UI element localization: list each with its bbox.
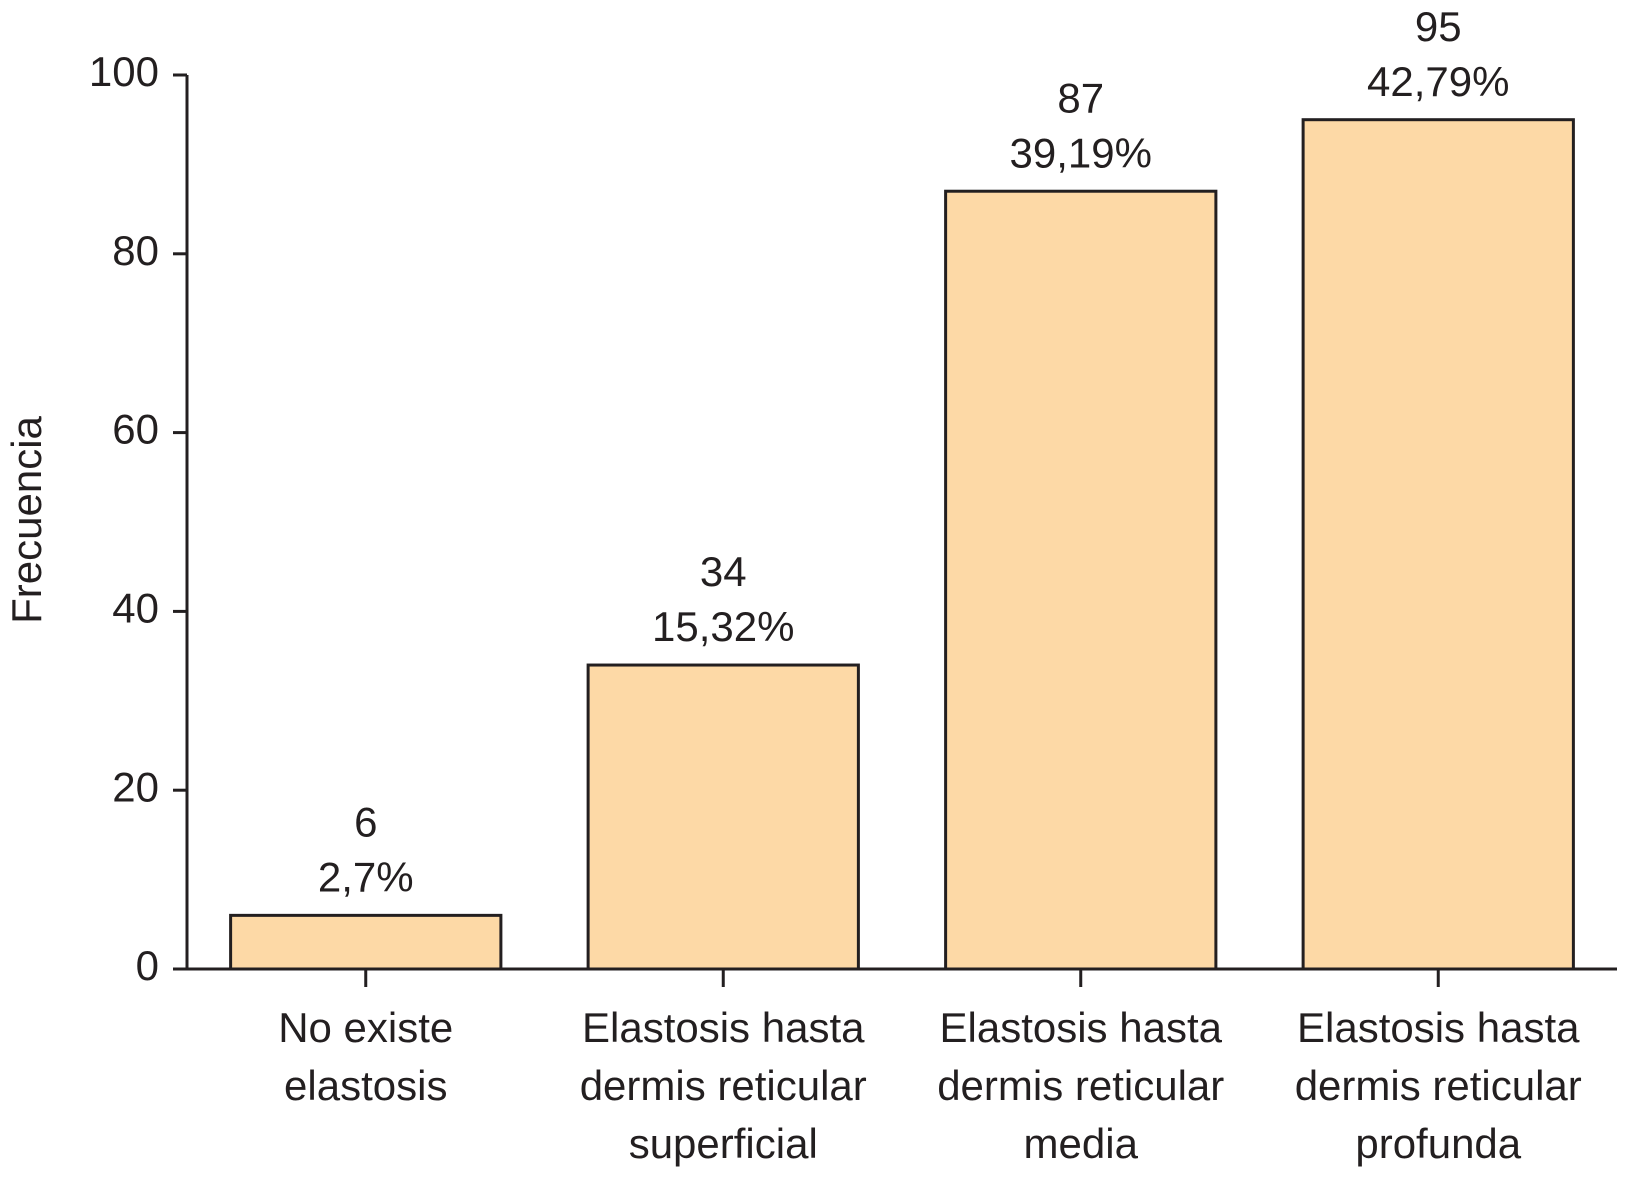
bar bbox=[586, 663, 860, 971]
value-label: 95 bbox=[1415, 3, 1462, 50]
x-tick-label: dermis reticular bbox=[580, 1062, 867, 1109]
percentage-label: 2,7% bbox=[318, 853, 414, 900]
percentage-label: 15,32% bbox=[652, 603, 794, 650]
x-tick-label: media bbox=[1024, 1120, 1139, 1167]
bar bbox=[229, 913, 503, 971]
x-tick-label: dermis reticular bbox=[937, 1062, 1224, 1109]
percentage-label: 39,19% bbox=[1010, 129, 1152, 176]
bar bbox=[1301, 118, 1575, 971]
y-tick-label: 80 bbox=[112, 227, 159, 274]
x-tick-label: Elastosis hasta bbox=[940, 1004, 1223, 1051]
x-tick-label: elastosis bbox=[284, 1062, 447, 1109]
y-tick-label: 0 bbox=[136, 942, 159, 989]
y-tick-label: 40 bbox=[112, 584, 159, 631]
x-tick-label: dermis reticular bbox=[1295, 1062, 1582, 1109]
y-tick-label: 60 bbox=[112, 406, 159, 453]
y-tick-label: 100 bbox=[89, 48, 159, 95]
x-tick-label: superficial bbox=[629, 1120, 818, 1167]
bar bbox=[944, 189, 1218, 971]
y-axis-label: Frecuencia bbox=[3, 415, 50, 623]
value-label: 87 bbox=[1057, 74, 1104, 121]
x-tick-label: Elastosis hasta bbox=[1297, 1004, 1580, 1051]
value-label: 34 bbox=[700, 548, 747, 595]
x-tick-label: Elastosis hasta bbox=[582, 1004, 865, 1051]
x-tick-label: profunda bbox=[1355, 1120, 1521, 1167]
percentage-label: 42,79% bbox=[1367, 58, 1509, 105]
x-tick-label: No existe bbox=[278, 1004, 453, 1051]
value-label: 6 bbox=[354, 798, 377, 845]
y-tick-label: 20 bbox=[112, 763, 159, 810]
